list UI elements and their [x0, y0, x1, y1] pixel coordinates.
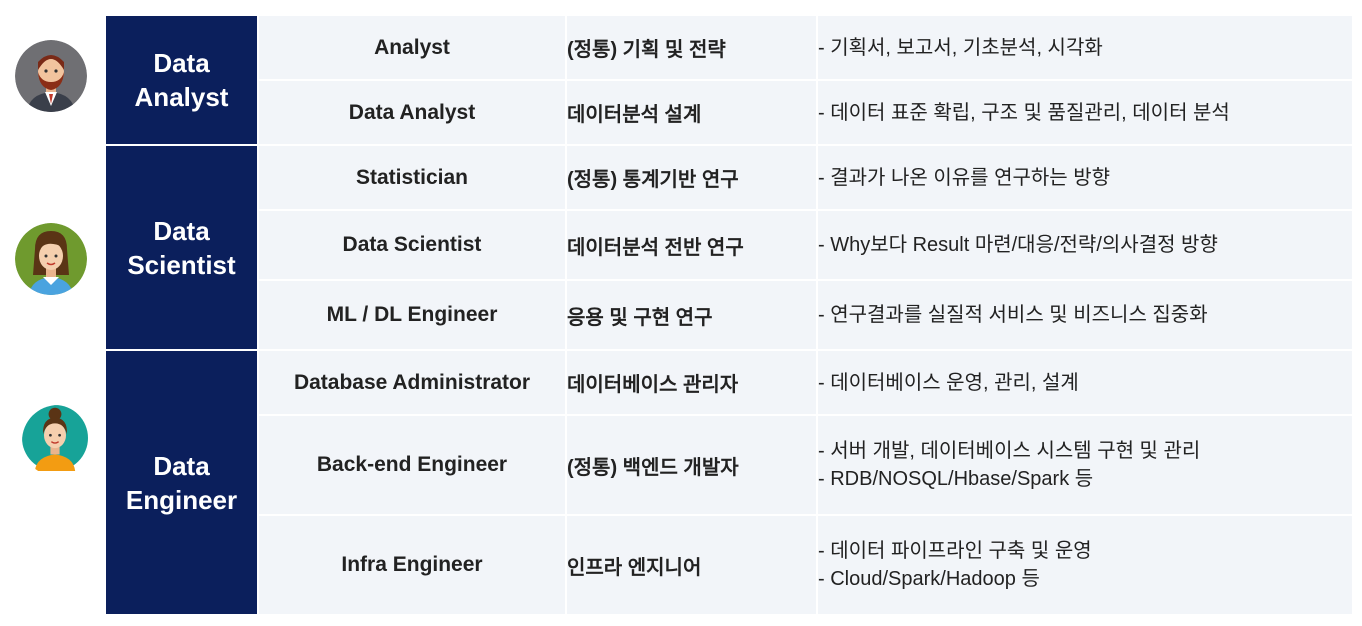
role-title: Back-end Engineer	[257, 414, 567, 516]
role-focus: 데이터베이스 관리자	[565, 349, 818, 416]
table-row: Infra Engineer 인프라 엔지니어 - 데이터 파이프라인 구축 및…	[105, 514, 1354, 616]
role-focus: 데이터분석 전반 연구	[565, 209, 818, 281]
role-description: - 기획서, 보고서, 기초분석, 시각화	[816, 14, 1354, 81]
table-row: Data Engineer Database Administrator 데이터…	[104, 349, 1354, 616]
role-focus: 데이터분석 설계	[565, 79, 818, 146]
table-row: Back-end Engineer (정통) 백엔드 개발자 - 서버 개발, …	[105, 414, 1354, 516]
role-title: Data Analyst	[257, 79, 567, 146]
role-title: Data Scientist	[257, 209, 567, 281]
group-data-analyst: Data Analyst	[104, 14, 259, 146]
woman-bun-avatar-icon	[22, 405, 94, 477]
role-title: Statistician	[257, 144, 567, 211]
man-beard-avatar-icon	[15, 40, 87, 112]
role-title: ML / DL Engineer	[257, 279, 567, 351]
role-description: - 서버 개발, 데이터베이스 시스템 구현 및 관리 - RDB/NOSQL/…	[816, 414, 1354, 516]
role-title: Infra Engineer	[257, 514, 567, 616]
role-description: - 데이터 파이프라인 구축 및 운영 - Cloud/Spark/Hadoop…	[816, 514, 1354, 616]
roles-table: Data Analyst Analyst (정통) 기획 및 전략 - 기획서,…	[104, 14, 1354, 616]
role-description: - Why보다 Result 마련/대응/전략/의사결정 방향	[816, 209, 1354, 281]
table-row: Data Analyst 데이터분석 설계 - 데이터 표준 확립, 구조 및 …	[105, 79, 1354, 146]
role-description: - 데이터베이스 운영, 관리, 설계	[816, 349, 1354, 416]
role-focus: (정통) 기획 및 전략	[565, 14, 818, 81]
table-row: ML / DL Engineer 응용 및 구현 연구 - 연구결과를 실질적 …	[105, 279, 1354, 351]
role-description: - 연구결과를 실질적 서비스 및 비즈니스 집중화	[816, 279, 1354, 351]
table-row: Data Scientist 데이터분석 전반 연구 - Why보다 Resul…	[105, 209, 1354, 281]
table-row: Data Scientist Statistician (정통) 통계기반 연구…	[104, 144, 1354, 351]
role-description: - 결과가 나온 이유를 연구하는 방향	[816, 144, 1354, 211]
role-title: Database Administrator	[257, 349, 567, 416]
role-focus: 응용 및 구현 연구	[565, 279, 818, 351]
group-data-scientist: Data Scientist	[104, 144, 259, 351]
role-focus: (정통) 백엔드 개발자	[565, 414, 818, 516]
role-title: Analyst	[257, 14, 567, 81]
role-focus: 인프라 엔지니어	[565, 514, 818, 616]
woman-avatar-icon	[15, 223, 87, 295]
role-focus: (정통) 통계기반 연구	[565, 144, 818, 211]
group-data-engineer: Data Engineer	[104, 349, 259, 616]
role-description: - 데이터 표준 확립, 구조 및 품질관리, 데이터 분석	[816, 79, 1354, 146]
table-row: Data Analyst Analyst (정통) 기획 및 전략 - 기획서,…	[104, 14, 1354, 146]
